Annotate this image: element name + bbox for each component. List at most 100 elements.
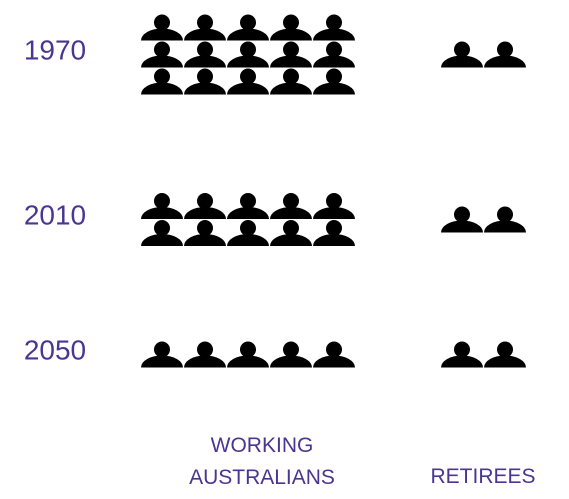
icon-head bbox=[197, 193, 213, 209]
person-icon bbox=[441, 41, 483, 68]
legend-label: RETIREES bbox=[430, 465, 536, 488]
icon-body bbox=[184, 355, 226, 368]
icon-head bbox=[283, 68, 299, 85]
icon-body bbox=[484, 220, 526, 233]
icon-head bbox=[240, 68, 256, 85]
icon-head bbox=[197, 14, 213, 31]
icon-head bbox=[283, 193, 299, 209]
icon-body bbox=[141, 207, 183, 219]
person-icon bbox=[270, 41, 312, 68]
icon-head bbox=[326, 14, 342, 31]
person-icon bbox=[141, 193, 183, 219]
icon-body bbox=[270, 355, 312, 368]
icon-head bbox=[326, 341, 342, 358]
icon-head bbox=[326, 41, 342, 58]
person-icon bbox=[313, 193, 355, 219]
icon-head bbox=[197, 220, 213, 236]
icon-head bbox=[197, 41, 213, 58]
icon-body bbox=[313, 28, 355, 41]
icon-body bbox=[313, 207, 355, 219]
icon-head bbox=[454, 41, 470, 58]
icon-body bbox=[270, 55, 312, 68]
person-icon bbox=[184, 14, 226, 41]
icon-head bbox=[197, 68, 213, 85]
person-icon bbox=[227, 14, 269, 41]
person-icon bbox=[313, 41, 355, 68]
icon-body bbox=[484, 55, 526, 68]
icon-body bbox=[141, 55, 183, 68]
person-icon bbox=[270, 193, 312, 219]
icon-head bbox=[154, 341, 170, 358]
icon-head bbox=[283, 14, 299, 31]
icon-head bbox=[283, 341, 299, 358]
person-icon bbox=[141, 14, 183, 41]
icon-head bbox=[154, 41, 170, 58]
year-label: 1970 bbox=[24, 34, 86, 65]
icon-body bbox=[141, 82, 183, 95]
person-icon bbox=[227, 220, 269, 246]
icon-head bbox=[283, 41, 299, 58]
icon-head bbox=[154, 68, 170, 85]
person-icon bbox=[484, 341, 526, 368]
icon-head bbox=[240, 14, 256, 31]
person-icon bbox=[227, 68, 269, 95]
person-icon bbox=[484, 41, 526, 68]
icon-body bbox=[227, 55, 269, 68]
icon-head bbox=[240, 193, 256, 209]
icon-body bbox=[484, 355, 526, 368]
icon-body bbox=[184, 207, 226, 219]
icon-head bbox=[154, 14, 170, 31]
icon-head bbox=[326, 193, 342, 209]
person-icon bbox=[441, 341, 483, 368]
person-icon bbox=[270, 341, 312, 368]
person-icon bbox=[141, 68, 183, 95]
person-icon bbox=[270, 220, 312, 246]
icon-body bbox=[313, 355, 355, 368]
person-icon bbox=[313, 14, 355, 41]
year-label: 2050 bbox=[24, 334, 86, 365]
icon-body bbox=[227, 355, 269, 368]
icon-body bbox=[184, 82, 226, 95]
person-icon bbox=[141, 220, 183, 246]
person-icon bbox=[484, 206, 526, 233]
icon-body bbox=[227, 82, 269, 95]
person-icon bbox=[227, 41, 269, 68]
person-icon bbox=[184, 41, 226, 68]
person-icon bbox=[441, 206, 483, 233]
person-icon bbox=[270, 14, 312, 41]
person-icon bbox=[141, 341, 183, 368]
icon-head bbox=[154, 193, 170, 209]
icon-body bbox=[270, 207, 312, 219]
person-icon bbox=[141, 41, 183, 68]
icon-head bbox=[240, 41, 256, 58]
icon-head bbox=[326, 68, 342, 85]
icon-body bbox=[184, 234, 226, 246]
legend-label: WORKING AUSTRALIANS bbox=[189, 434, 335, 489]
icon-head bbox=[240, 220, 256, 236]
icon-body bbox=[141, 234, 183, 246]
icon-head bbox=[454, 341, 470, 358]
person-icon bbox=[313, 220, 355, 246]
icon-body bbox=[441, 355, 483, 368]
icon-head bbox=[240, 341, 256, 358]
icon-body bbox=[141, 28, 183, 41]
icon-head bbox=[497, 41, 513, 58]
icon-head bbox=[197, 341, 213, 358]
person-icon bbox=[313, 341, 355, 368]
person-icon bbox=[270, 68, 312, 95]
icon-body bbox=[270, 234, 312, 246]
icon-body bbox=[141, 355, 183, 368]
icon-body bbox=[313, 234, 355, 246]
icon-head bbox=[283, 220, 299, 236]
icon-body bbox=[270, 82, 312, 95]
person-icon bbox=[184, 193, 226, 219]
icon-head bbox=[454, 206, 470, 223]
icon-body bbox=[227, 234, 269, 246]
person-icon bbox=[227, 193, 269, 219]
year-label: 2010 bbox=[24, 199, 86, 230]
icon-body bbox=[227, 207, 269, 219]
person-icon bbox=[184, 68, 226, 95]
person-icon bbox=[184, 341, 226, 368]
